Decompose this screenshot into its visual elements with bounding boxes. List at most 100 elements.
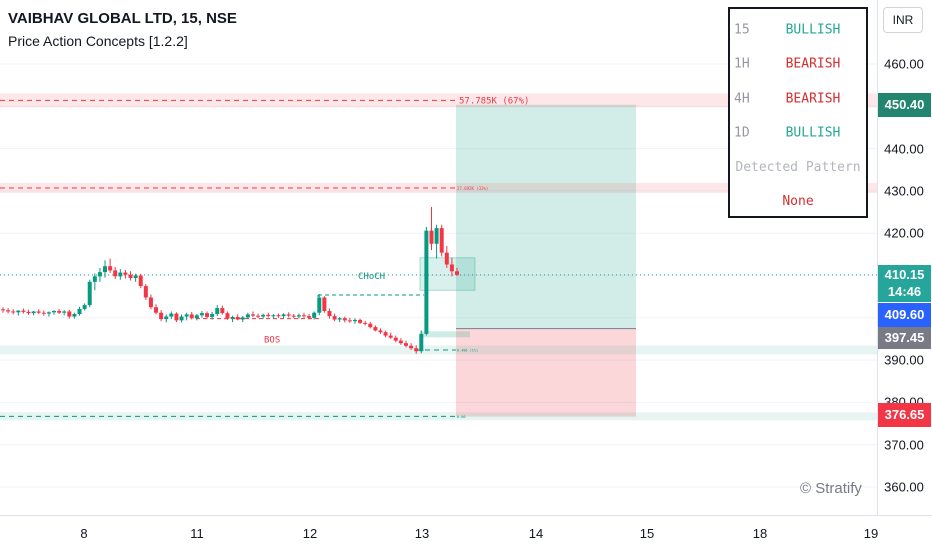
time-tick-label: 8 xyxy=(80,526,88,541)
price-tick-label: 360.00 xyxy=(884,479,924,495)
loss-zone xyxy=(456,328,636,417)
candle-body xyxy=(189,314,194,319)
candle-body xyxy=(373,327,378,331)
last-price-value: 410.15 xyxy=(884,267,925,282)
time-tick-label: 14 xyxy=(528,526,544,541)
volume-level-label: 8.486 (1%) xyxy=(457,348,478,352)
order-block xyxy=(420,331,470,338)
candle-body xyxy=(159,312,164,320)
candle-body xyxy=(57,311,62,313)
candle-body xyxy=(133,275,138,279)
candle-body xyxy=(296,315,301,317)
candle-body xyxy=(429,230,434,244)
candle-body xyxy=(220,308,225,314)
price-axis[interactable]: 460.00450.00440.00430.00420.00410.00400.… xyxy=(877,0,932,515)
candle-body xyxy=(179,316,184,321)
candle-body xyxy=(199,313,204,316)
candle-body xyxy=(378,330,383,333)
candle-body xyxy=(312,312,317,318)
candle-body xyxy=(138,275,143,287)
candle-body xyxy=(393,337,398,341)
candle-body xyxy=(434,228,439,244)
candle-body xyxy=(148,297,153,308)
price-tick-label: 370.00 xyxy=(884,437,924,453)
candle-body xyxy=(77,308,82,314)
profit-zone xyxy=(456,104,636,329)
candle-body xyxy=(215,308,220,314)
target-price-label: 450.40 xyxy=(878,93,931,117)
mtf-row-1h: 1H BEARISH xyxy=(730,47,866,81)
candle-body xyxy=(26,311,31,314)
mtf-timeframe: 1D xyxy=(734,125,750,141)
entry-price-label: 397.45 xyxy=(878,327,931,349)
time-axis[interactable]: 8 11 12 13 14 15 18 19 xyxy=(0,515,932,551)
candle-body xyxy=(444,252,449,265)
candle-body xyxy=(281,314,286,317)
choch-label: CHoCH xyxy=(358,272,385,282)
candle-body xyxy=(123,272,128,275)
candle-body xyxy=(449,264,454,272)
candle-body xyxy=(82,305,87,309)
candle-body xyxy=(261,314,266,317)
candle-body xyxy=(271,315,276,317)
candle-body xyxy=(317,297,322,313)
candle-body xyxy=(424,230,429,334)
candle-body xyxy=(266,314,271,317)
candle-body xyxy=(409,345,414,349)
candle-body xyxy=(97,272,102,277)
candle-body xyxy=(164,316,169,320)
candle-body xyxy=(337,318,342,320)
mtf-row-4h: 4H BEARISH xyxy=(730,82,866,116)
chart-plot-area[interactable]: 57.785K (67%) 27.692K (32%) CHoCH BOS 8.486 … xyxy=(0,0,877,515)
indicator-name[interactable]: Price Action Concepts [1.2.2] xyxy=(8,33,188,49)
price-tick-label: 430.00 xyxy=(884,183,924,199)
candle-body xyxy=(347,320,352,322)
candle-body xyxy=(235,316,240,320)
price-tick-label: 440.00 xyxy=(884,141,924,157)
candle-body xyxy=(194,315,199,319)
chart-title: VAIBHAV GLOBAL LTD, 15, NSE xyxy=(8,10,237,27)
currency-button[interactable]: INR xyxy=(883,7,923,33)
candle-body xyxy=(205,313,210,317)
candle-body xyxy=(67,311,72,317)
volume-zone-band xyxy=(0,182,877,193)
candle-body xyxy=(322,297,327,312)
candle-body xyxy=(291,315,296,317)
candle-body xyxy=(301,315,306,317)
candle-body xyxy=(128,274,133,279)
bar-countdown: 14:46 xyxy=(887,284,922,299)
candle-body xyxy=(62,311,67,313)
mtf-trend-value: BEARISH xyxy=(785,56,841,72)
candle-body xyxy=(250,314,255,316)
candle-body xyxy=(154,307,159,313)
candle-body xyxy=(210,313,215,317)
candle-body xyxy=(245,314,250,318)
candle-body xyxy=(225,313,230,319)
candle-body xyxy=(103,266,108,273)
time-tick-label: 11 xyxy=(190,526,204,541)
bos-label: BOS xyxy=(264,336,280,346)
time-tick-label: 15 xyxy=(639,526,655,541)
mtf-trend-value: BULLISH xyxy=(785,22,841,38)
candle-body xyxy=(388,335,393,338)
mtf-trend-value: BULLISH xyxy=(785,125,841,141)
candle-body xyxy=(113,270,118,277)
candle-body xyxy=(256,315,261,317)
mtf-row-15: 15 BULLISH xyxy=(730,13,866,47)
mtf-pattern-value: None xyxy=(782,194,814,209)
candle-body xyxy=(352,319,357,322)
mtf-timeframe: 1H xyxy=(734,56,750,72)
volume-zone-band xyxy=(0,412,877,421)
candle-body xyxy=(16,310,21,313)
candle-body xyxy=(358,319,363,323)
candle-body xyxy=(143,286,148,298)
price-chart[interactable]: 57.785K (67%) 27.692K (32%) CHoCH BOS 8.486 … xyxy=(0,0,877,515)
candle-body xyxy=(6,310,11,312)
price-tick-label: 390.00 xyxy=(884,352,924,368)
volume-level-label: 27.692K (32%) xyxy=(457,186,488,191)
volume-level-label: 0.00 xyxy=(457,415,465,419)
time-tick-label: 13 xyxy=(414,526,430,541)
candle-body xyxy=(21,310,26,312)
mtf-trend-value: BEARISH xyxy=(785,91,841,107)
watermark: © Stratify xyxy=(800,480,862,497)
